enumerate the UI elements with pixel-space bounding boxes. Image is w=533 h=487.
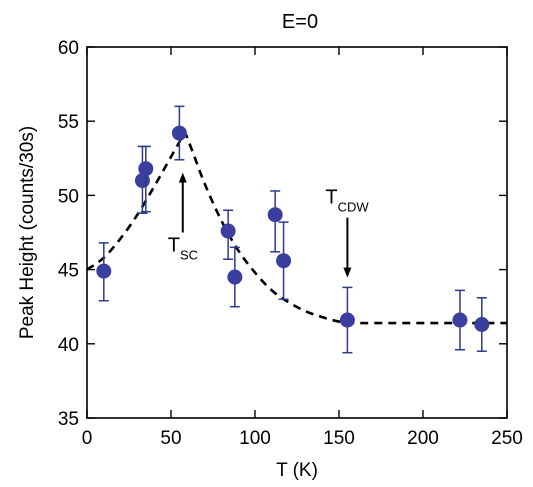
data-point [474,317,490,333]
plot-frame [86,46,508,419]
y-tick-label: 50 [58,186,79,207]
data-point [267,207,283,223]
y-tick-label: 55 [58,112,79,133]
chart-title: E=0 [282,11,318,33]
y-axis-title: Peak Height (counts/30s) [17,126,38,339]
data-point [171,125,187,141]
x-tick-label: 50 [160,428,181,449]
annotation-label-tsc: TSC [168,235,198,263]
data-point [227,269,243,285]
data-point [452,312,468,328]
x-tick-label: 200 [407,428,439,449]
x-tick-label: 250 [491,428,523,449]
data-point [96,263,112,279]
x-tick-label: 100 [239,428,271,449]
data-point [339,312,355,328]
y-tick-label: 40 [58,335,79,356]
data-point [276,253,292,269]
guide-curve [86,131,507,325]
x-axis-title: T (K) [276,460,318,481]
y-tick-label: 45 [58,261,79,282]
annotation-label-tcdw: TCDW [325,187,369,215]
x-tick-label: 0 [82,428,93,449]
y-tick-label: 35 [58,409,79,430]
plot-area: 0 50 100 150 200 250 35 40 45 50 55 60 TSC TCDW [58,38,523,449]
y-tick-label: 60 [58,38,79,59]
data-point [138,161,154,177]
x-tick-label: 150 [323,428,355,449]
data-point [220,223,236,239]
